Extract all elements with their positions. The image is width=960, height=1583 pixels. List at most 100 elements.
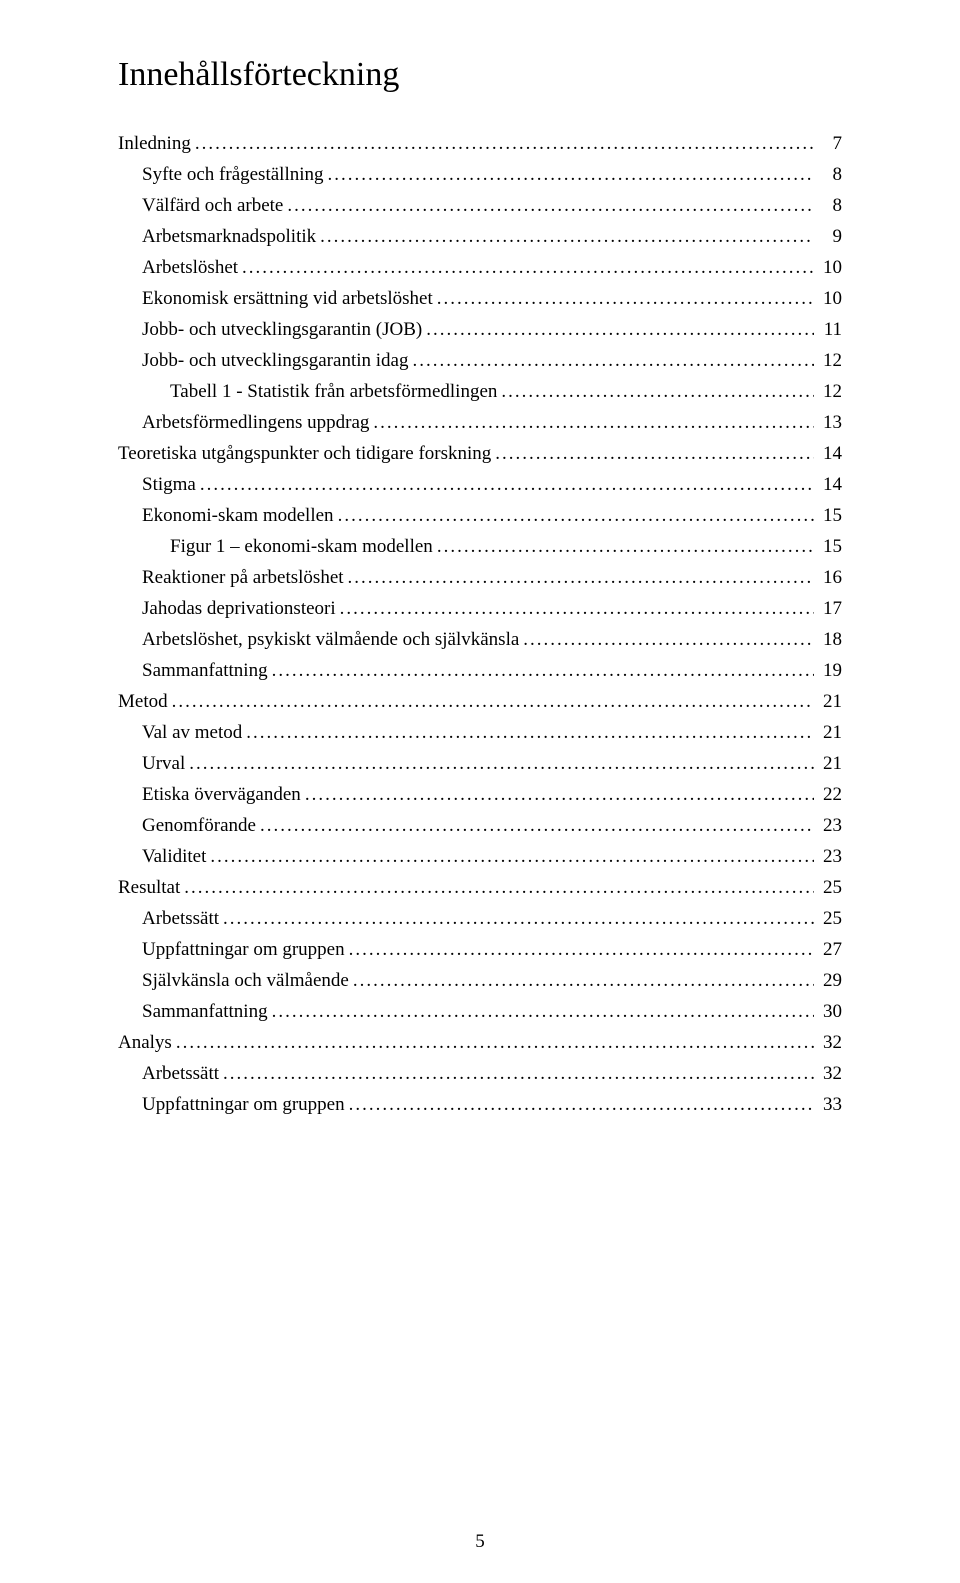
toc-entry: Självkänsla och välmående...............…	[118, 971, 842, 990]
toc-entry-label: Reaktioner på arbetslöshet	[142, 568, 344, 587]
toc-leader-dots: ........................................…	[238, 258, 814, 277]
toc-entry-page: 23	[814, 816, 842, 835]
toc-entry: Arbetslöshet, psykiskt välmående och sjä…	[118, 630, 842, 649]
toc-leader-dots: ........................................…	[185, 754, 814, 773]
toc-entry: Analys..................................…	[118, 1033, 842, 1052]
toc-leader-dots: ........................................…	[497, 382, 814, 401]
toc-leader-dots: ........................................…	[433, 289, 814, 308]
toc-leader-dots: ........................................…	[268, 1002, 814, 1021]
toc-entry-page: 8	[814, 165, 842, 184]
toc-entry-label: Ekonomisk ersättning vid arbetslöshet	[142, 289, 433, 308]
toc-leader-dots: ........................................…	[422, 320, 814, 339]
toc-entry-page: 10	[814, 289, 842, 308]
toc-leader-dots: ........................................…	[369, 413, 814, 432]
toc-entry-label: Sammanfattning	[142, 1002, 268, 1021]
toc-entry-label: Arbetslöshet	[142, 258, 238, 277]
toc-entry: Arbetssätt..............................…	[118, 909, 842, 928]
toc-leader-dots: ........................................…	[345, 1095, 814, 1114]
toc-entry: Jahodas deprivationsteori...............…	[118, 599, 842, 618]
toc-entry-label: Etiska överväganden	[142, 785, 301, 804]
toc-entry-label: Validitet	[142, 847, 206, 866]
toc-leader-dots: ........................................…	[334, 506, 814, 525]
toc-entry-page: 27	[814, 940, 842, 959]
toc-entry-page: 13	[814, 413, 842, 432]
document-page: Innehållsförteckning Inledning..........…	[0, 0, 960, 1583]
toc-leader-dots: ........................................…	[491, 444, 814, 463]
toc-entry-label: Metod	[118, 692, 168, 711]
toc-entry-label: Resultat	[118, 878, 180, 897]
toc-entry: Figur 1 – ekonomi-skam modellen.........…	[118, 537, 842, 556]
toc-entry-label: Teoretiska utgångspunkter och tidigare f…	[118, 444, 491, 463]
toc-entry: Sammanfattning..........................…	[118, 1002, 842, 1021]
toc-leader-dots: ........................................…	[242, 723, 814, 742]
toc-entry: Ekonomisk ersättning vid arbetslöshet...…	[118, 289, 842, 308]
toc-entry-page: 14	[814, 475, 842, 494]
toc-entry: Validitet...............................…	[118, 847, 842, 866]
toc-entry-page: 16	[814, 568, 842, 587]
toc-entry-label: Tabell 1 - Statistik från arbetsförmedli…	[170, 382, 497, 401]
toc-entry: Etiska överväganden.....................…	[118, 785, 842, 804]
toc-entry: Tabell 1 - Statistik från arbetsförmedli…	[118, 382, 842, 401]
toc-entry: Syfte och frågeställning................…	[118, 165, 842, 184]
toc-leader-dots: ........................................…	[345, 940, 814, 959]
table-of-contents: Inledning...............................…	[118, 134, 842, 1114]
toc-entry-page: 30	[814, 1002, 842, 1021]
toc-entry-label: Arbetssätt	[142, 1064, 219, 1083]
toc-entry: Sammanfattning..........................…	[118, 661, 842, 680]
toc-entry-page: 25	[814, 878, 842, 897]
toc-entry: Teoretiska utgångspunkter och tidigare f…	[118, 444, 842, 463]
toc-entry-label: Inledning	[118, 134, 191, 153]
toc-leader-dots: ........................................…	[206, 847, 814, 866]
toc-entry-page: 14	[814, 444, 842, 463]
toc-entry-page: 7	[814, 134, 842, 153]
toc-entry: Resultat................................…	[118, 878, 842, 897]
toc-entry-label: Figur 1 – ekonomi-skam modellen	[170, 537, 433, 556]
toc-entry: Arbetsmarknadspolitik...................…	[118, 227, 842, 246]
toc-entry-label: Arbetsförmedlingens uppdrag	[142, 413, 369, 432]
toc-entry: Uppfattningar om gruppen................…	[118, 1095, 842, 1114]
toc-leader-dots: ........................................…	[268, 661, 814, 680]
toc-entry: Genomförande............................…	[118, 816, 842, 835]
toc-leader-dots: ........................................…	[219, 1064, 814, 1083]
toc-entry-label: Val av metod	[142, 723, 242, 742]
toc-entry-label: Jobb- och utvecklingsgarantin (JOB)	[142, 320, 422, 339]
toc-entry-label: Ekonomi-skam modellen	[142, 506, 334, 525]
toc-entry: Arbetssätt..............................…	[118, 1064, 842, 1083]
toc-entry: Ekonomi-skam modellen...................…	[118, 506, 842, 525]
toc-entry-label: Jahodas deprivationsteori	[142, 599, 336, 618]
toc-entry: Urval...................................…	[118, 754, 842, 773]
toc-entry-page: 21	[814, 754, 842, 773]
toc-entry-page: 33	[814, 1095, 842, 1114]
toc-entry-page: 23	[814, 847, 842, 866]
footer-page-number: 5	[0, 1531, 960, 1553]
toc-entry-label: Analys	[118, 1033, 172, 1052]
toc-entry: Inledning...............................…	[118, 134, 842, 153]
toc-entry-label: Välfärd och arbete	[142, 196, 283, 215]
toc-entry: Uppfattningar om gruppen................…	[118, 940, 842, 959]
toc-entry-page: 9	[814, 227, 842, 246]
toc-leader-dots: ........................................…	[283, 196, 814, 215]
toc-entry-label: Jobb- och utvecklingsgarantin idag	[142, 351, 408, 370]
toc-entry-label: Sammanfattning	[142, 661, 268, 680]
toc-leader-dots: ........................................…	[344, 568, 814, 587]
toc-entry-page: 17	[814, 599, 842, 618]
toc-entry: Stigma..................................…	[118, 475, 842, 494]
toc-entry-label: Syfte och frågeställning	[142, 165, 324, 184]
toc-entry-page: 22	[814, 785, 842, 804]
toc-leader-dots: ........................................…	[172, 1033, 814, 1052]
toc-entry-page: 32	[814, 1033, 842, 1052]
toc-entry-label: Arbetssätt	[142, 909, 219, 928]
toc-leader-dots: ........................................…	[256, 816, 814, 835]
toc-leader-dots: ........................................…	[408, 351, 814, 370]
toc-entry-page: 12	[814, 351, 842, 370]
toc-entry-page: 25	[814, 909, 842, 928]
toc-leader-dots: ........................................…	[180, 878, 814, 897]
toc-entry-page: 21	[814, 723, 842, 742]
toc-entry-label: Uppfattningar om gruppen	[142, 1095, 345, 1114]
toc-entry-page: 18	[814, 630, 842, 649]
toc-leader-dots: ........................................…	[433, 537, 814, 556]
toc-entry: Välfärd och arbete......................…	[118, 196, 842, 215]
toc-leader-dots: ........................................…	[349, 971, 814, 990]
toc-leader-dots: ........................................…	[324, 165, 814, 184]
toc-leader-dots: ........................................…	[219, 909, 814, 928]
